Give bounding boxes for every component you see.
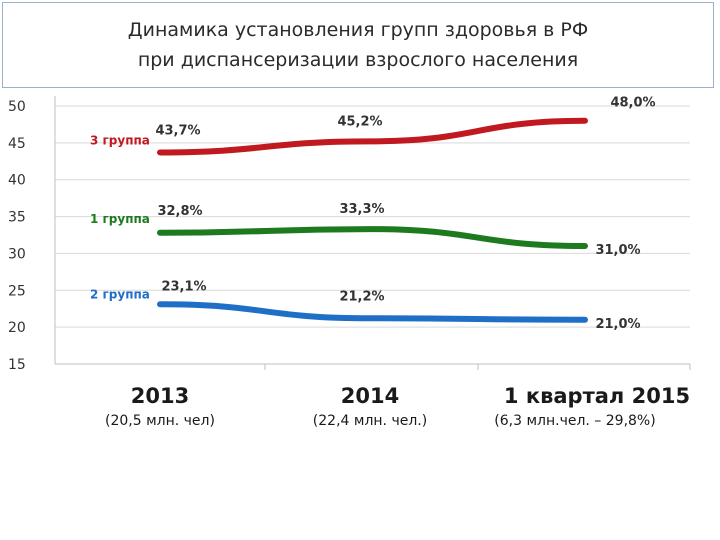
x-category-label-2: 1 квартал 2015 — [504, 384, 690, 408]
data-label-1-1: 45,2% — [337, 114, 382, 129]
y-tick-label-40: 40 — [8, 173, 26, 189]
y-tick-label-25: 25 — [8, 283, 26, 299]
data-label-1-0: 43,7% — [155, 123, 200, 138]
data-label-1-2: 48,0% — [610, 96, 655, 111]
x-category-note-0: (20,5 млн. чел) — [105, 413, 215, 429]
y-tick-label-30: 30 — [8, 246, 26, 262]
series-line-3 — [157, 301, 588, 323]
series-name-label-2: 1 группа — [90, 212, 150, 226]
data-label-3-2: 21,0% — [595, 317, 640, 332]
chart-title-line-1: Динамика установления групп здоровья в Р… — [127, 19, 589, 41]
series-line-1 — [157, 117, 588, 156]
y-tick-label-35: 35 — [8, 210, 26, 226]
x-category-note-2: (6,3 млн.чел. – 29,8%) — [494, 413, 655, 429]
series-name-label-3: 2 группа — [90, 287, 150, 301]
data-label-2-0: 32,8% — [157, 204, 202, 219]
chart-title-line-2: при диспансеризации взрослого населения — [137, 49, 579, 71]
x-category-label-0: 2013 — [131, 384, 189, 408]
x-category-note-1: (22,4 млн. чел.) — [313, 413, 427, 429]
data-label-3-0: 23,1% — [161, 279, 206, 294]
y-tick-label-20: 20 — [8, 320, 26, 336]
x-category-label-1: 2014 — [341, 384, 399, 408]
data-label-2-1: 33,3% — [339, 202, 384, 217]
y-tick-label-45: 45 — [8, 136, 26, 152]
title-box: Динамика установления групп здоровья в Р… — [2, 2, 714, 88]
data-label-3-1: 21,2% — [339, 289, 384, 304]
series-line-2 — [157, 226, 588, 250]
data-label-2-2: 31,0% — [595, 243, 640, 258]
y-tick-label-15: 15 — [8, 357, 26, 373]
series-name-label-1: 3 группа — [90, 133, 150, 147]
y-tick-label-50: 50 — [8, 99, 26, 115]
